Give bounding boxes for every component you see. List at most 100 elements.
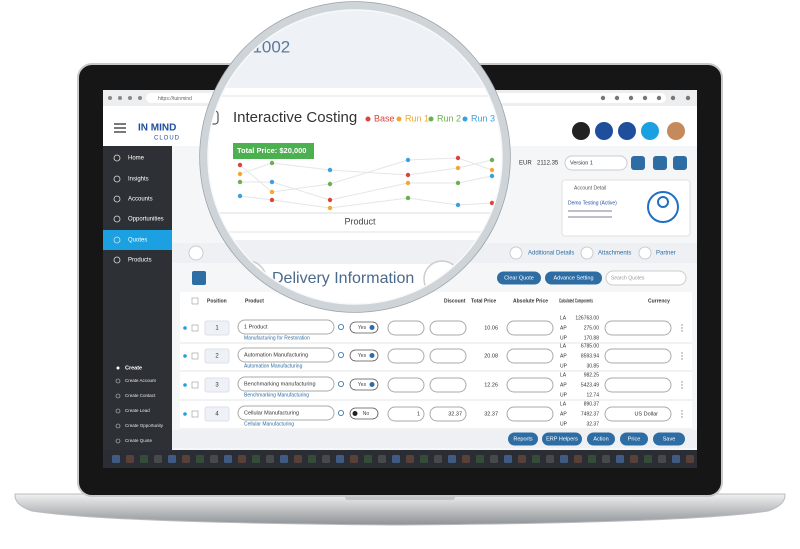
taskbar-icon <box>434 455 442 463</box>
header-button[interactable] <box>673 156 687 170</box>
action-button-bg <box>620 432 648 446</box>
header-button[interactable] <box>653 156 667 170</box>
row-menu-dot <box>681 416 683 418</box>
action-button-label: Price <box>628 436 641 442</box>
component-value: 170.88 <box>584 335 600 341</box>
component-code: LA <box>560 315 567 321</box>
nav-item[interactable]: Opportunities <box>128 217 164 223</box>
amount: 2112.35 <box>537 161 559 167</box>
header-icon[interactable] <box>641 122 659 140</box>
taskbar-icon <box>350 455 358 463</box>
pager-btn[interactable] <box>192 271 206 285</box>
taskbar-icon <box>112 455 120 463</box>
nav-item[interactable]: Products <box>128 258 152 264</box>
currency-code: EUR <box>519 161 532 167</box>
action-button[interactable]: Save <box>653 432 685 446</box>
search-box[interactable] <box>605 270 687 286</box>
discount-input[interactable] <box>429 348 467 364</box>
avatar <box>667 122 685 140</box>
discount-input[interactable] <box>429 377 467 393</box>
nav-item[interactable]: Accounts <box>128 197 153 203</box>
quantity-input[interactable] <box>387 377 425 393</box>
account-name: Demo Testing (Active) <box>568 200 617 206</box>
component-code: UP <box>560 421 568 427</box>
nav-item[interactable]: Home <box>128 156 145 162</box>
taskbar-icon <box>154 455 162 463</box>
nav-item[interactable]: Quotes <box>128 238 147 244</box>
taskbar-icon <box>644 455 652 463</box>
toggle[interactable] <box>349 321 379 334</box>
row-checkbox[interactable] <box>191 324 199 332</box>
chart-dot <box>489 167 495 173</box>
quantity-input[interactable] <box>387 320 425 336</box>
legend-dot <box>365 116 371 122</box>
account-icon-head <box>657 196 669 208</box>
row-checkbox[interactable] <box>191 410 199 418</box>
action-button-label: Save <box>663 436 676 442</box>
taskbar-icon <box>238 455 246 463</box>
advance-setting-button[interactable]: Advance Setting <box>545 271 602 285</box>
action-button[interactable]: Price <box>620 432 648 446</box>
taskbar-icon <box>336 455 344 463</box>
taskbar-icon <box>392 455 400 463</box>
currency-input[interactable] <box>604 406 672 422</box>
absolute-input[interactable] <box>506 348 554 364</box>
quantity-input[interactable] <box>387 406 425 422</box>
currency-input[interactable] <box>604 348 672 364</box>
costing-card <box>205 95 505 233</box>
action-button[interactable]: Action <box>587 432 615 446</box>
currency-input[interactable] <box>604 377 672 393</box>
header-icon[interactable] <box>618 122 636 140</box>
absolute-input[interactable] <box>506 320 554 336</box>
product-input[interactable] <box>237 376 335 392</box>
create-item[interactable]: Create Opportunity <box>125 423 164 428</box>
absolute-input[interactable] <box>506 377 554 393</box>
create-item[interactable]: Create Contact <box>125 393 156 398</box>
chart-dot <box>327 205 333 211</box>
chart-dot <box>455 155 461 161</box>
product-input[interactable] <box>237 347 335 363</box>
taskbar-icon <box>560 455 568 463</box>
quantity-input[interactable] <box>387 348 425 364</box>
total-price: 10.06 <box>484 325 498 331</box>
row-checkbox[interactable] <box>191 352 199 360</box>
create-item[interactable]: Create Quote <box>125 438 153 443</box>
create-item[interactable]: Create Lead <box>125 408 150 413</box>
action-button[interactable]: ERP Helpers <box>542 432 582 446</box>
tab[interactable]: Partner <box>656 251 676 257</box>
tab[interactable]: Attachments <box>598 251 631 257</box>
absolute-input[interactable] <box>506 406 554 422</box>
header-button[interactable] <box>631 156 645 170</box>
chart-dot <box>327 167 333 173</box>
component-value: 890.37 <box>584 401 600 407</box>
legend-label: Run 1 <box>405 113 429 123</box>
browser-icon <box>118 96 122 100</box>
nav-item[interactable]: Insights <box>128 177 149 183</box>
version-label[interactable]: Version 1 <box>570 160 593 166</box>
header-icon[interactable] <box>572 122 590 140</box>
header-icon[interactable] <box>595 122 613 140</box>
discount-input[interactable] <box>429 320 467 336</box>
action-button[interactable]: Reports <box>508 432 538 446</box>
component-value: 6785.00 <box>581 343 599 349</box>
toggle[interactable] <box>349 349 379 362</box>
discount-input[interactable] <box>429 406 467 422</box>
product-subtitle: Manufacturing for Restoration <box>244 335 310 341</box>
header-checkbox <box>191 297 199 305</box>
component-value: 12.74 <box>586 392 599 398</box>
toggle[interactable] <box>349 407 379 420</box>
product-subtitle: Benchmarking Manufacturing <box>244 392 309 398</box>
product-subtitle: Cellular Manufacturing <box>244 421 294 427</box>
product-input[interactable] <box>237 319 335 335</box>
legend-label: Run 2 <box>437 113 461 123</box>
tab[interactable]: Additional Details <box>528 251 574 257</box>
toggle-knob <box>369 353 375 358</box>
product-input[interactable] <box>237 405 335 421</box>
row-checkbox[interactable] <box>191 381 199 389</box>
create-item[interactable]: Create Account <box>125 378 157 383</box>
action-button-label: Reports <box>513 436 533 442</box>
currency-input[interactable] <box>604 320 672 336</box>
clear-quote-button[interactable]: Clear Quote <box>497 271 541 285</box>
chart-dot <box>455 202 461 208</box>
toggle[interactable] <box>349 378 379 391</box>
